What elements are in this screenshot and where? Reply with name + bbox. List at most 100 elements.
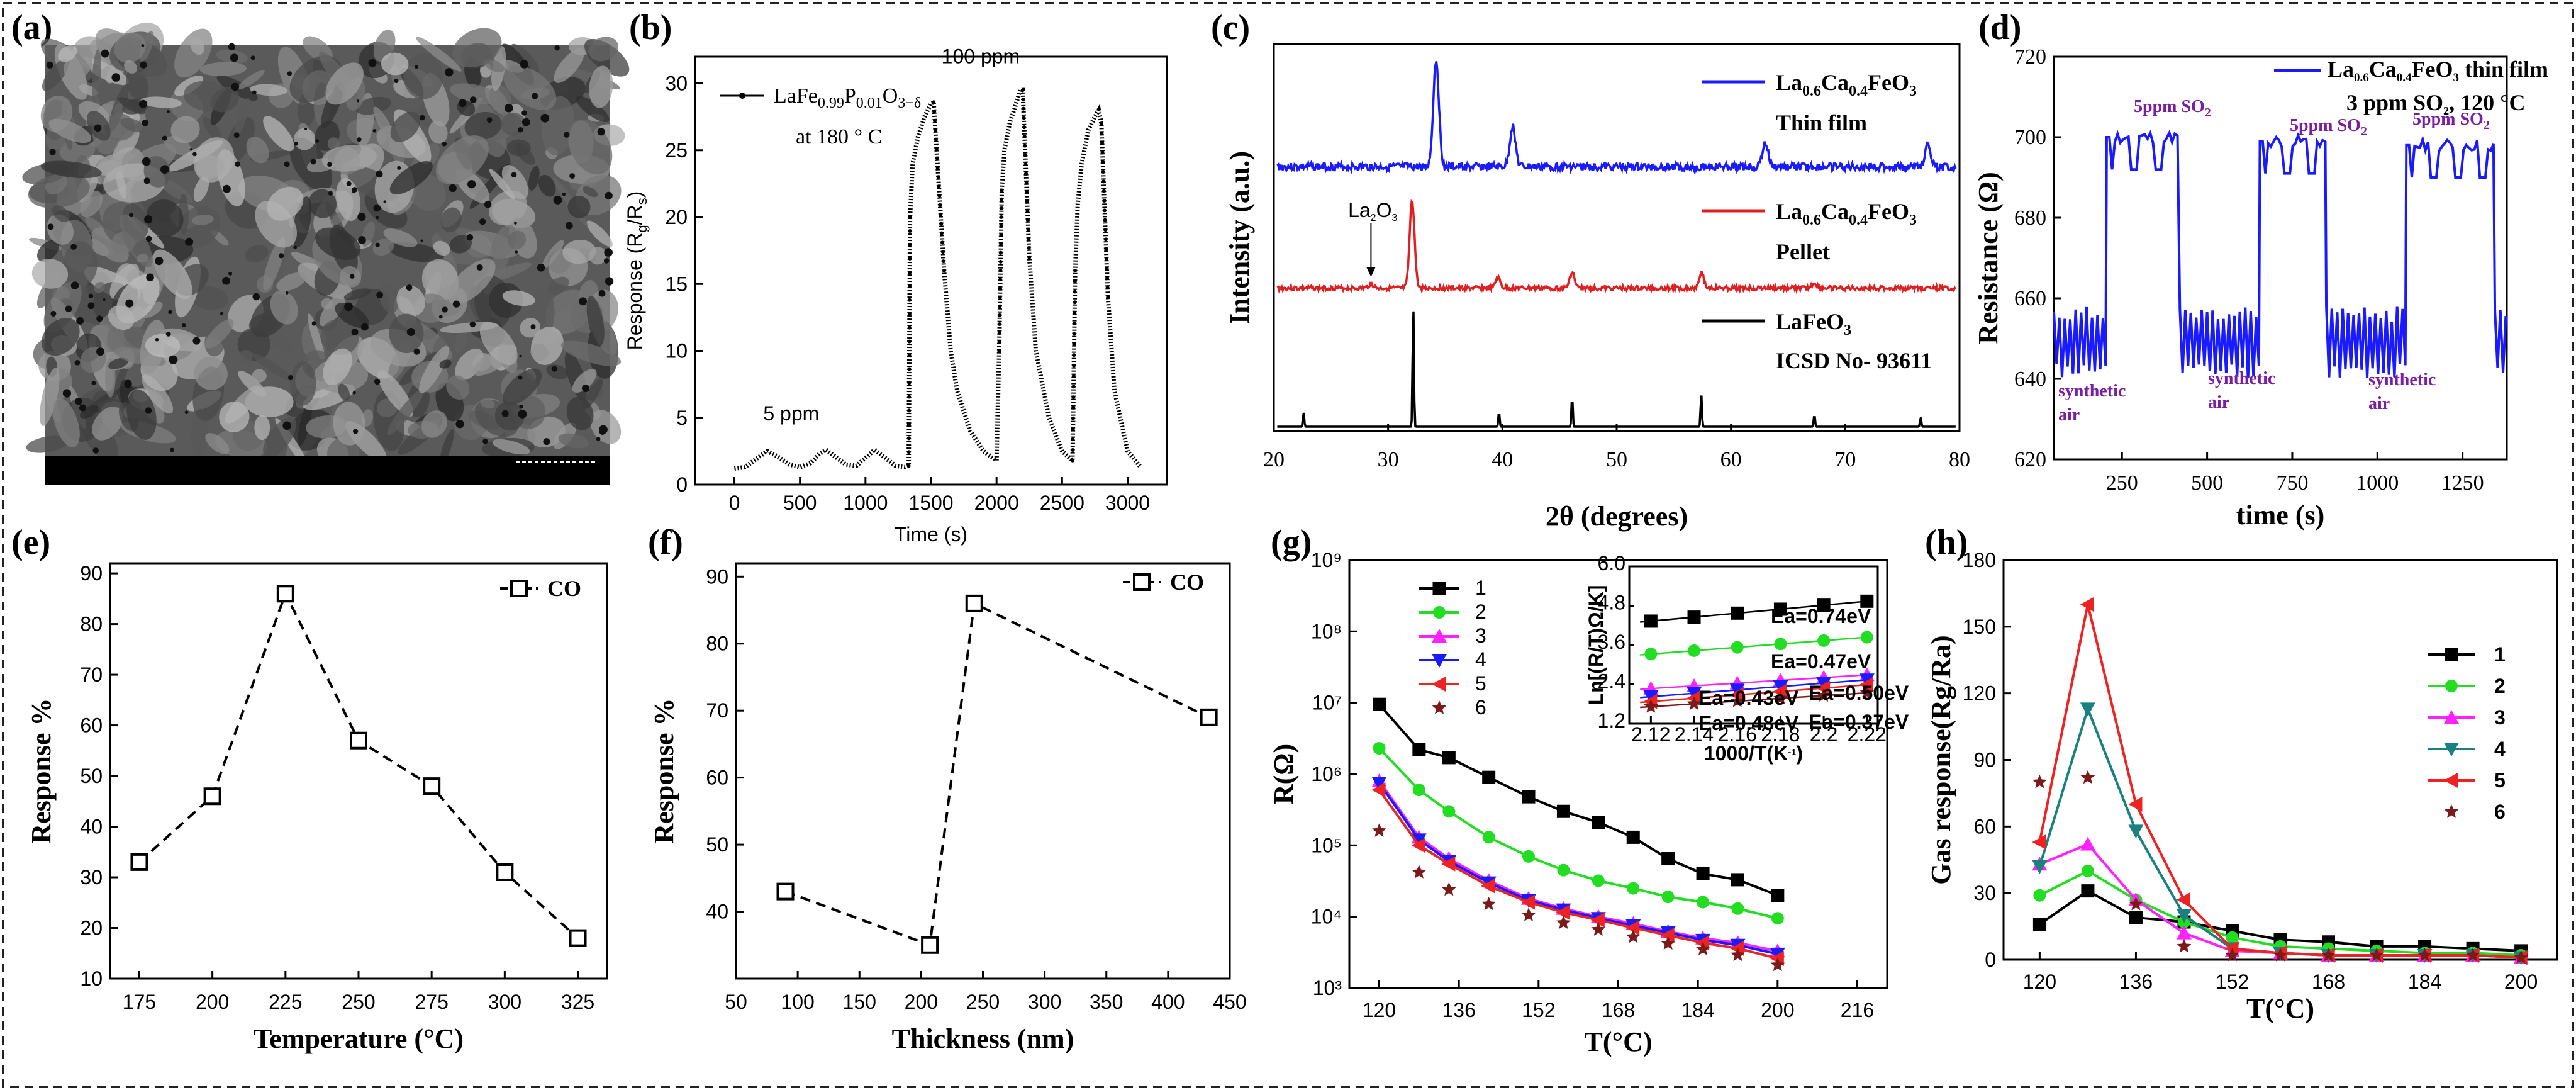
sem-grain: [506, 139, 531, 157]
data-point: [999, 224, 1003, 228]
sem-pore: [352, 391, 356, 395]
data-point: [1411, 838, 1425, 853]
sem-grain: [108, 357, 129, 369]
data-point: [906, 464, 911, 468]
legend-label: LaFe0.99P0.01O3−δ: [774, 84, 921, 111]
sem-pore: [79, 404, 87, 412]
data-point: [1025, 218, 1030, 222]
sem-pore: [287, 71, 293, 76]
sem-pore: [605, 191, 613, 200]
sem-pore: [511, 172, 517, 178]
x-tick-label: 60: [1720, 448, 1742, 471]
sem-pore: [288, 375, 294, 381]
data-point: [2080, 597, 2094, 612]
data-point-star: [2032, 774, 2047, 789]
sem-grain: [586, 296, 605, 346]
x-tick-label: 136: [1442, 999, 1475, 1021]
annotation-la2o3: La2O3: [1348, 199, 1397, 223]
series-line: [1378, 782, 1778, 955]
sem-grain: [494, 402, 525, 431]
sem-grain: [143, 156, 171, 188]
data-point: [998, 269, 1003, 272]
sem-grain: [267, 186, 304, 221]
data-point: [350, 731, 367, 750]
sem-pore: [145, 235, 152, 242]
sem-pore: [75, 397, 82, 405]
y-tick-label: 640: [2014, 368, 2046, 391]
sem-grain: [113, 128, 140, 160]
y-tick-label: 10⁹: [1311, 549, 1342, 571]
data-point: [932, 100, 936, 104]
data-point: [2032, 860, 2048, 874]
y-tick-label: 180: [1963, 549, 1996, 571]
sem-pore: [469, 321, 476, 328]
data-point: [1730, 940, 1744, 956]
inset-ea-label: Ea=0.37eV: [1809, 711, 1909, 733]
sem-grain: [146, 199, 184, 237]
sem-grain: [446, 375, 470, 400]
sem-grain: [415, 37, 462, 72]
data-point: [936, 175, 940, 179]
scale-bar-label: 1.00um: [530, 459, 598, 481]
x-tick-label: 150: [843, 991, 876, 1013]
sem-pore: [518, 409, 527, 419]
sem-grain: [251, 352, 296, 383]
data-point: [1022, 125, 1027, 130]
sem-grain: [589, 65, 613, 108]
data-point: [1592, 874, 1605, 887]
y-tick-label: 80: [706, 632, 728, 655]
data-point: [1071, 385, 1076, 389]
data-point: [1103, 228, 1108, 232]
data-point: [1373, 697, 1386, 711]
data-point: [1071, 374, 1076, 378]
data-point: [1103, 237, 1108, 242]
sem-pore: [373, 204, 381, 212]
x-tick-label: 1000: [2356, 471, 2399, 495]
data-point: [1687, 687, 1702, 701]
sem-pore: [438, 315, 443, 319]
data-point: [2033, 889, 2046, 902]
sem-pore: [564, 132, 570, 138]
data-point: [1101, 179, 1106, 184]
data-point: [1627, 882, 1640, 895]
sem-grain: [31, 259, 69, 289]
sem-grain: [323, 348, 352, 386]
sem-grain: [491, 225, 517, 260]
data-point-star: [1643, 699, 1658, 713]
y-axis-label: Intensity (a.u.): [1224, 151, 1255, 324]
sem-pore: [252, 293, 260, 301]
sem-pore: [383, 200, 386, 203]
data-point: [1071, 416, 1075, 420]
x-tick-label: 450: [1213, 991, 1246, 1013]
sem-grain: [440, 207, 462, 233]
sem-pore: [47, 223, 54, 230]
sem-pore: [554, 45, 560, 51]
data-point: [1771, 912, 1784, 925]
data-point-star: [1773, 690, 1788, 705]
sem-grain: [421, 410, 448, 438]
annotation-so2: 5ppm SO2: [2412, 110, 2490, 132]
y-tick-label: 620: [2014, 448, 2046, 471]
data-point: [2129, 911, 2143, 924]
sem-grain: [199, 62, 247, 76]
x-tick-label: 100: [781, 991, 814, 1013]
sem-grain: [566, 396, 594, 430]
sem-pore: [252, 90, 257, 95]
x-tick-label: 40: [1492, 448, 1513, 471]
sem-pore: [504, 103, 513, 113]
data-point: [1025, 208, 1030, 213]
data-point: [1101, 169, 1105, 174]
data-point: [1592, 816, 1605, 829]
data-point: [1073, 289, 1077, 294]
data-point: [997, 349, 1001, 353]
sem-grain: [567, 196, 591, 218]
sem-pore: [327, 162, 332, 167]
data-point: [276, 585, 294, 603]
sem-grain: [583, 378, 603, 410]
y-tick-label: 25: [665, 139, 688, 162]
sem-pore: [521, 110, 527, 116]
data-point-star: [1731, 947, 1745, 962]
sem-grain: [234, 98, 250, 138]
sem-pore: [515, 250, 518, 254]
sem-grain: [189, 286, 228, 310]
